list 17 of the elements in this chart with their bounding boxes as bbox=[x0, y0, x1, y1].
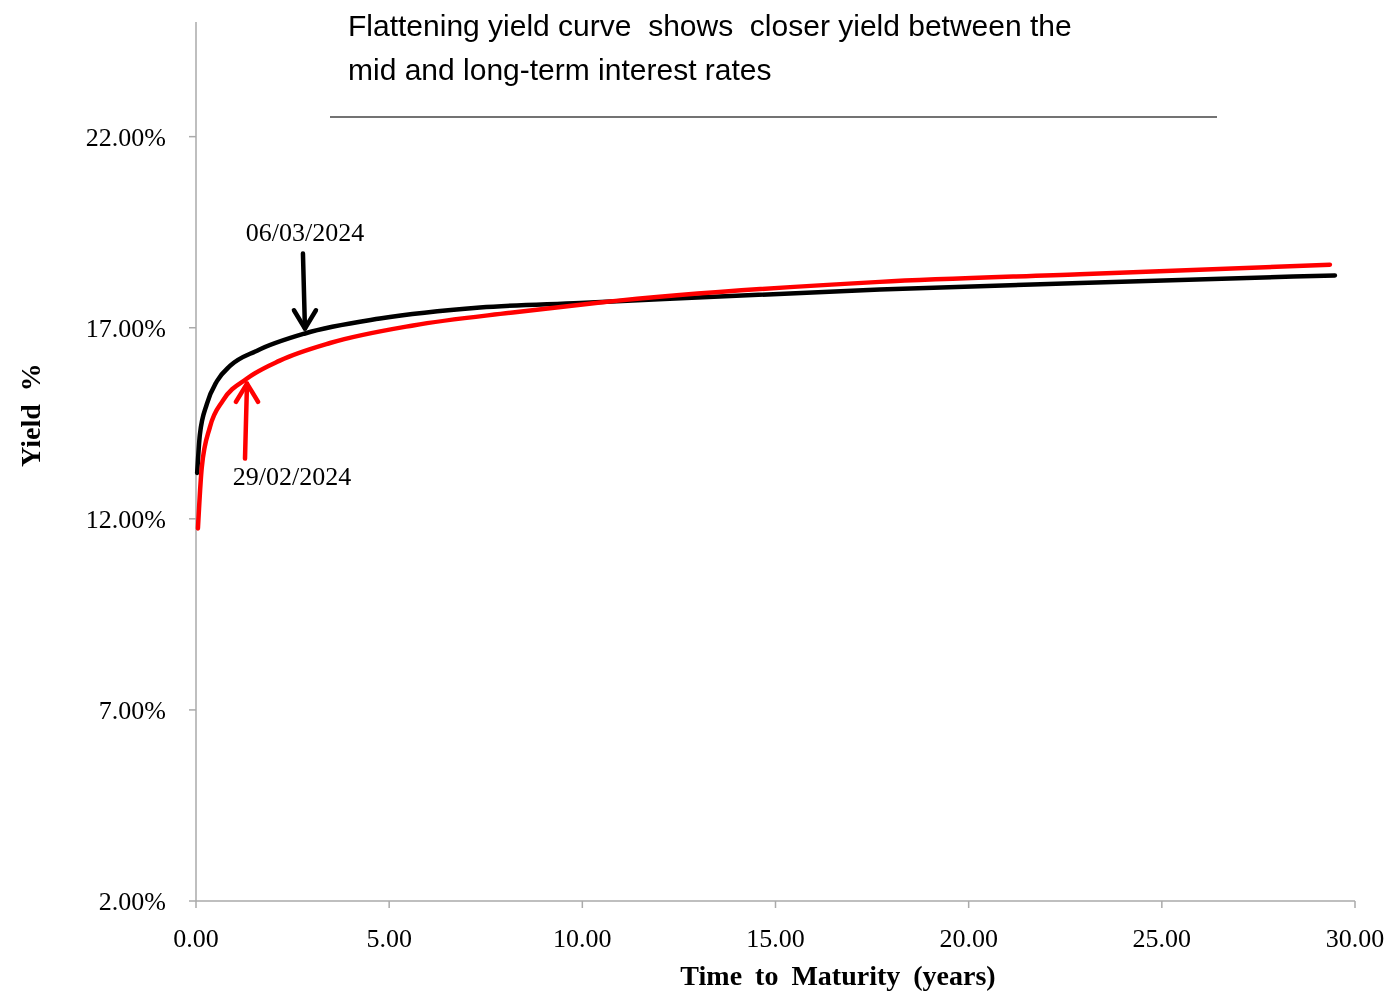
x-tick-label: 20.00 bbox=[939, 924, 998, 953]
x-axis-title: Time to Maturity (years) bbox=[680, 960, 996, 991]
y-tick-label: 17.00% bbox=[85, 313, 166, 343]
y-tick-label: 2.00% bbox=[98, 887, 166, 917]
annotation: 06/03/2024 bbox=[245, 218, 365, 248]
x-tick-label: 30.00 bbox=[1325, 924, 1385, 953]
x-tick-label: 0.00 bbox=[173, 924, 219, 953]
y-tick-label: 22.00% bbox=[85, 122, 166, 152]
y-tick-label: 12.00% bbox=[85, 504, 166, 534]
annotation: 29/02/2024 bbox=[232, 461, 352, 491]
chart-title: Flattening yield curve shows closer yield between the mid and long-term interest rates bbox=[348, 9, 1072, 86]
x-tick-label: 10.00 bbox=[553, 924, 612, 953]
x-tick-label: 5.00 bbox=[366, 924, 412, 953]
x-tick-label: 25.00 bbox=[1132, 924, 1192, 953]
x-tick-label: 15.00 bbox=[746, 924, 805, 953]
y-axis-title: Yield % bbox=[15, 363, 46, 467]
y-tick-label: 7.00% bbox=[98, 696, 166, 726]
